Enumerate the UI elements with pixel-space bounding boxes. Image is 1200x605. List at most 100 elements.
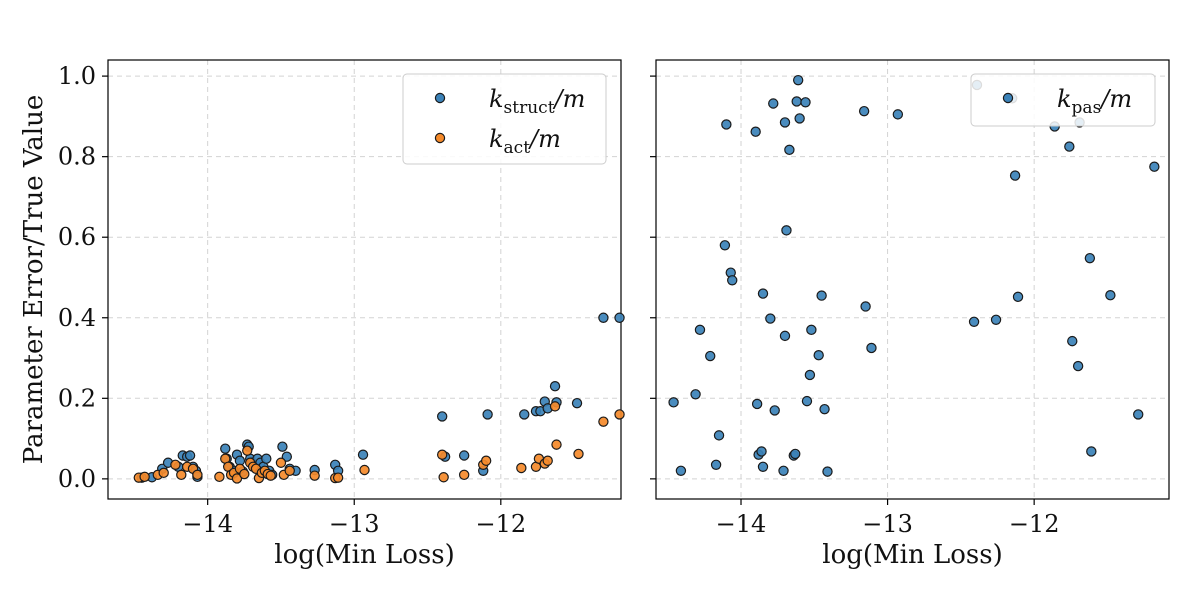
- data-point: [710, 459, 722, 470]
- data-point: [727, 275, 738, 286]
- data-point: [158, 467, 169, 479]
- data-point: [690, 389, 701, 400]
- data-point: [549, 381, 561, 392]
- data-point: [892, 109, 904, 120]
- legend-label: kact/m: [489, 125, 561, 158]
- data-point: [231, 473, 243, 484]
- data-point: [265, 470, 276, 481]
- data-point: [220, 443, 231, 454]
- data-point: [614, 409, 625, 420]
- data-point: [519, 409, 530, 420]
- data-point: [705, 350, 716, 362]
- x-tick-label: −12: [475, 510, 526, 538]
- series-blue: [668, 74, 1160, 477]
- data-point: [184, 450, 196, 461]
- data-point: [551, 439, 562, 450]
- legend-box: [970, 73, 1156, 127]
- y-tick-label: 0.2: [58, 384, 96, 412]
- y-tick-label: 1.0: [58, 62, 96, 90]
- data-point: [668, 397, 679, 408]
- legend-marker: [434, 92, 446, 104]
- data-point: [458, 450, 470, 461]
- data-point: [277, 441, 288, 452]
- data-point: [1064, 141, 1075, 152]
- data-point: [800, 97, 811, 108]
- data-point: [757, 288, 769, 299]
- data-point: [1133, 409, 1144, 420]
- data-point: [822, 466, 833, 477]
- data-point: [332, 472, 344, 483]
- y-axis-label: Parameter Error/True Value: [19, 95, 49, 465]
- data-point: [192, 469, 203, 481]
- data-point: [757, 461, 769, 472]
- data-point: [768, 98, 779, 109]
- data-point: [1086, 446, 1097, 457]
- data-point: [598, 312, 609, 323]
- x-tick-label: −13: [862, 510, 913, 538]
- legend-marker: [434, 132, 446, 144]
- x-axis-label: log(Min Loss): [822, 540, 1002, 570]
- data-point: [436, 411, 448, 422]
- data-point: [598, 416, 609, 427]
- data-point: [779, 330, 791, 342]
- data-point: [769, 405, 780, 416]
- data-point: [480, 455, 492, 466]
- data-point: [438, 472, 449, 483]
- data-point: [791, 96, 802, 107]
- data-point: [866, 342, 877, 354]
- data-point: [516, 462, 527, 474]
- data-point: [968, 316, 980, 327]
- data-point: [614, 312, 625, 323]
- data-point: [792, 74, 804, 86]
- legend-box: [402, 73, 607, 165]
- data-point: [309, 470, 320, 481]
- data-point: [357, 449, 369, 460]
- data-point: [458, 469, 470, 481]
- x-tick-label: −14: [182, 510, 233, 538]
- data-point: [713, 430, 725, 441]
- axes-frame: [107, 59, 622, 500]
- legend-marker: [1002, 92, 1014, 104]
- data-point: [275, 457, 287, 468]
- data-point: [858, 105, 870, 117]
- x-tick-label: −13: [329, 510, 380, 538]
- y-tick-label: 0.4: [58, 304, 96, 332]
- legend: kstruct/m kact/m: [402, 73, 607, 165]
- data-point: [170, 459, 181, 470]
- data-point: [284, 465, 295, 477]
- data-point: [806, 324, 817, 336]
- x-tick-label: −12: [1009, 510, 1060, 538]
- data-point: [721, 119, 732, 130]
- data-point: [750, 126, 761, 137]
- data-point: [860, 301, 871, 312]
- data-point: [816, 290, 827, 301]
- data-point: [675, 465, 687, 477]
- data-point: [765, 313, 776, 324]
- data-point: [436, 449, 448, 460]
- data-point: [242, 445, 253, 456]
- y-tick-label: 0.6: [58, 223, 96, 251]
- axes-frame: [655, 59, 1170, 500]
- data-point: [790, 448, 801, 460]
- data-point: [214, 471, 225, 483]
- data-point: [1105, 290, 1116, 301]
- data-point: [482, 409, 493, 420]
- data-point: [1072, 360, 1084, 372]
- data-point: [359, 464, 370, 476]
- data-point: [781, 225, 792, 236]
- data-point: [261, 453, 272, 464]
- data-point: [1149, 161, 1160, 172]
- data-point: [1084, 252, 1096, 264]
- data-point: [571, 397, 583, 409]
- data-point: [694, 324, 706, 336]
- data-point: [542, 455, 553, 466]
- legend-label: kpas/m: [1057, 85, 1132, 118]
- data-point: [819, 403, 830, 415]
- data-point: [778, 465, 789, 477]
- data-point: [1012, 291, 1024, 303]
- data-point: [1067, 335, 1078, 347]
- data-point: [794, 113, 805, 124]
- data-point: [176, 469, 187, 481]
